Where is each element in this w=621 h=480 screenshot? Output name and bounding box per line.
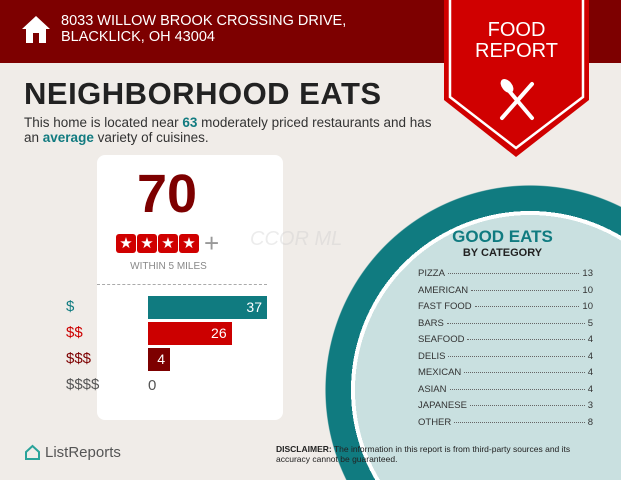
divider — [97, 284, 267, 285]
category-name: AMERICAN — [418, 284, 469, 296]
summary-card — [97, 155, 283, 420]
category-count: 10 — [582, 301, 593, 312]
star-rating: ★ ★ ★ ★ + — [116, 228, 220, 258]
intro-text: This home is located near 63 moderately … — [24, 115, 444, 145]
category-name: MEXICAN — [418, 367, 462, 378]
category-row: SEAFOOD 4 — [418, 334, 593, 351]
star-icon: ★ — [158, 234, 178, 253]
watermark: CCOR ML — [250, 228, 343, 250]
good-eats-subtitle: BY CATEGORY — [462, 247, 543, 259]
price-bar: 26 — [148, 322, 232, 345]
category-name: OTHER — [418, 416, 452, 428]
category-row: BARS 5 — [418, 318, 593, 335]
price-label: $ — [66, 298, 75, 315]
category-list: PIZZA 13 AMERICAN 10 FAST FOOD 10 BARS 5 SEAFOOD… — [418, 268, 593, 433]
dot-leader — [464, 372, 585, 373]
dot-leader — [446, 322, 585, 324]
price-bar: 37 — [148, 296, 267, 319]
category-row: DELIS 4 — [418, 351, 593, 368]
food-report-badge — [444, 0, 589, 157]
good-eats-title: GOOD EATS — [452, 227, 553, 246]
category-circle — [325, 185, 621, 480]
category-row: FAST FOOD 10 — [418, 301, 593, 318]
category-row: PIZZA 13 — [418, 268, 593, 285]
disclaimer-text: The information in this report is from t… — [276, 444, 571, 464]
category-count: 13 — [582, 268, 593, 279]
category-count: 4 — [587, 350, 593, 362]
category-name: FAST FOOD — [418, 301, 472, 312]
badge-line2: REPORT — [475, 40, 558, 62]
price-bar: 4 — [148, 348, 170, 371]
category-count: 4 — [587, 334, 593, 345]
category-count: 3 — [587, 400, 593, 411]
category-count: 10 — [582, 284, 593, 296]
address: 8033 WILLOW BROOK CROSSING DRIVE, BLACKL… — [61, 13, 347, 45]
category-name: PIZZA — [418, 268, 445, 279]
dot-leader — [447, 273, 580, 274]
dot-leader — [448, 355, 585, 357]
category-name: ASIAN — [418, 383, 447, 395]
intro-post: variety of cuisines. — [93, 130, 209, 145]
intro-mid: moderately priced restaurants and has an — [24, 115, 432, 145]
category-row: MEXICAN 4 — [418, 367, 593, 384]
page-title: NEIGHBORHOOD EATS — [24, 76, 382, 111]
restaurant-total: 70 — [136, 164, 198, 224]
variety-level: average — [42, 130, 94, 145]
listreports-icon — [25, 444, 40, 460]
price-label: $$$$ — [66, 376, 100, 393]
disclaimer-label: DISCLAIMER: — [276, 444, 332, 454]
star-icon: ★ — [137, 234, 157, 253]
dot-leader — [467, 339, 585, 340]
category-name: JAPANESE — [418, 400, 467, 411]
home-icon — [22, 16, 50, 43]
dot-leader — [474, 306, 580, 307]
category-row: AMERICAN 10 — [418, 285, 593, 302]
dot-leader — [449, 388, 585, 390]
badge-line1: FOOD — [487, 19, 546, 41]
category-count: 8 — [587, 416, 593, 428]
plus-icon: + — [204, 228, 220, 258]
category-name: BARS — [418, 317, 444, 329]
listreports-logo: ListReports — [24, 444, 121, 461]
price-bar: 0 — [148, 377, 157, 394]
restaurant-count: 63 — [182, 115, 198, 130]
utensils-icon — [500, 82, 534, 120]
disclaimer: DISCLAIMER: The information in this repo… — [276, 444, 606, 464]
star-icon: ★ — [116, 234, 136, 253]
price-label: $$ — [66, 324, 83, 341]
price-label: $$$ — [66, 350, 92, 367]
within-label: WITHIN 5 MILES — [130, 261, 207, 272]
dot-leader — [454, 421, 585, 423]
category-row: ASIAN 4 — [418, 384, 593, 401]
category-row: JAPANESE 3 — [418, 400, 593, 417]
category-count: 5 — [587, 317, 593, 329]
category-count: 4 — [587, 367, 593, 378]
category-count: 4 — [587, 383, 593, 395]
brand-name: ListReports — [45, 444, 121, 461]
category-row: OTHER 8 — [418, 417, 593, 434]
category-name: DELIS — [418, 350, 446, 362]
star-icon: ★ — [179, 234, 199, 253]
dot-leader — [471, 289, 580, 291]
intro-pre: This home is located near — [24, 115, 183, 130]
category-name: SEAFOOD — [418, 334, 465, 345]
dot-leader — [469, 405, 585, 406]
